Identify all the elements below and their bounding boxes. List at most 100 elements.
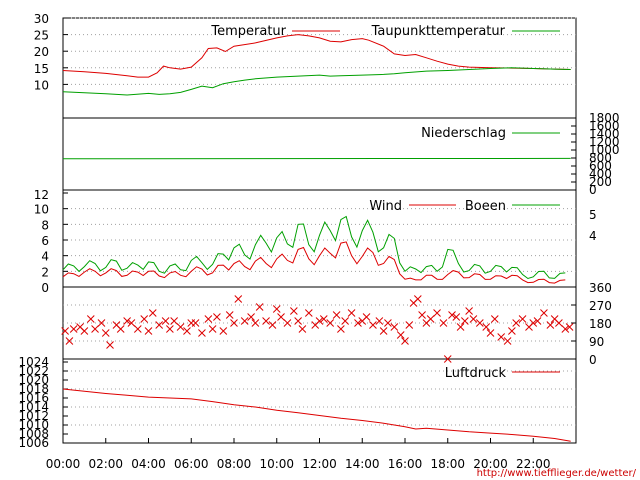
legend-label-wind: Wind [369,199,402,214]
y-tick-label: 6 [41,234,49,248]
direction-point [240,317,249,325]
right-tick-label: 400 [589,167,612,181]
direction-point [127,319,136,327]
direction-point [413,295,422,303]
direction-point [486,329,495,337]
y-tick-label: 0 [41,281,49,295]
direction-point [234,295,243,303]
direction-point [332,311,341,319]
y-tick-label: 1018 [18,382,49,396]
direction-point [319,315,328,323]
direction-point [482,323,491,331]
right-tick-label: 4 [589,229,597,243]
y-tick-label: 1024 [18,355,49,369]
direction-point [490,315,499,323]
direction-point [384,319,392,327]
x-tick-label: 10:00 [259,457,294,471]
direction-point [277,313,285,321]
direction-point [426,315,435,323]
direction-point [272,305,281,313]
direction-point [255,303,264,311]
y-tick-label: 20 [34,45,49,59]
direction-point [86,315,95,323]
y-tick-label: 1014 [18,400,49,414]
direction-point [144,327,153,335]
direction-point [97,319,106,327]
x-tick-label: 22:00 [516,457,551,471]
direction-point [247,313,255,321]
direction-point [529,319,538,327]
y-tick-label: 10 [34,78,49,92]
direction-point [396,331,405,339]
direction-point [433,309,441,317]
legend-label-luftdruck: Luftdruck [445,366,507,381]
direction-point [268,321,277,329]
right-tick-label: 800 [589,151,612,165]
direction-point [448,311,456,319]
y-tick-label: 4 [41,250,49,264]
direction-point [405,321,414,329]
y-tick-label: 1008 [18,427,49,441]
series-line-luftdruck [62,388,571,442]
direction-point [503,337,512,345]
direction-point [337,325,345,333]
direction-point [555,319,563,327]
direction-point [443,355,452,363]
direction-point [289,307,298,315]
right-tick-label: 1400 [589,127,620,141]
direction-point [262,317,270,325]
direction-point [298,325,307,333]
series-line-wind [62,241,566,284]
direction-point [469,315,478,323]
y-tick-label: 2 [41,265,49,279]
right-tick-label: 1600 [589,119,620,133]
x-tick-label: 06:00 [174,457,209,471]
direction-point [91,325,99,333]
direction-point [148,309,157,317]
direction-point [465,307,473,315]
direction-point [546,321,555,329]
direction-point [251,319,260,327]
y-tick-label: 1010 [18,418,49,432]
direction-point [61,327,69,335]
direction-point [512,319,521,327]
direction-point [460,317,469,325]
direction-point [106,341,114,349]
x-tick-label: 16:00 [388,457,423,471]
direction-point [456,323,465,331]
direction-point [294,317,302,325]
direction-point [508,327,516,335]
direction-point [341,317,350,325]
direction-point [439,319,448,327]
direction-point [347,309,356,317]
direction-point [101,329,110,337]
right-tick-label: 270 [589,299,612,313]
series-line-temperatur [62,34,571,78]
direction-point [161,317,170,325]
direction-point [140,315,149,323]
direction-point [183,327,191,335]
direction-point [166,325,174,333]
y-tick-label: 1016 [18,391,49,405]
series-line-taupunkttemperatur [62,67,571,96]
right-tick-label: 0 [589,353,597,367]
direction-point [475,319,484,327]
legend-label-taupunkttemperatur: Taupunkttemperatur [371,24,506,39]
direction-point [208,325,217,333]
direction-point [565,323,574,331]
right-tick-label: 0 [589,183,597,197]
x-tick-label: 00:00 [46,457,81,471]
right-tick-label: 1800 [589,111,620,125]
direction-point [283,319,292,327]
direction-point [204,315,213,323]
direction-point [69,325,78,333]
direction-point [390,323,399,331]
x-tick-label: 14:00 [345,457,380,471]
direction-point [362,313,371,321]
y-tick-label: 12 [34,188,49,202]
y-tick-label: 1020 [18,373,49,387]
y-tick-label: 10 [34,203,49,217]
direction-point [401,337,409,345]
direction-point [219,327,228,335]
